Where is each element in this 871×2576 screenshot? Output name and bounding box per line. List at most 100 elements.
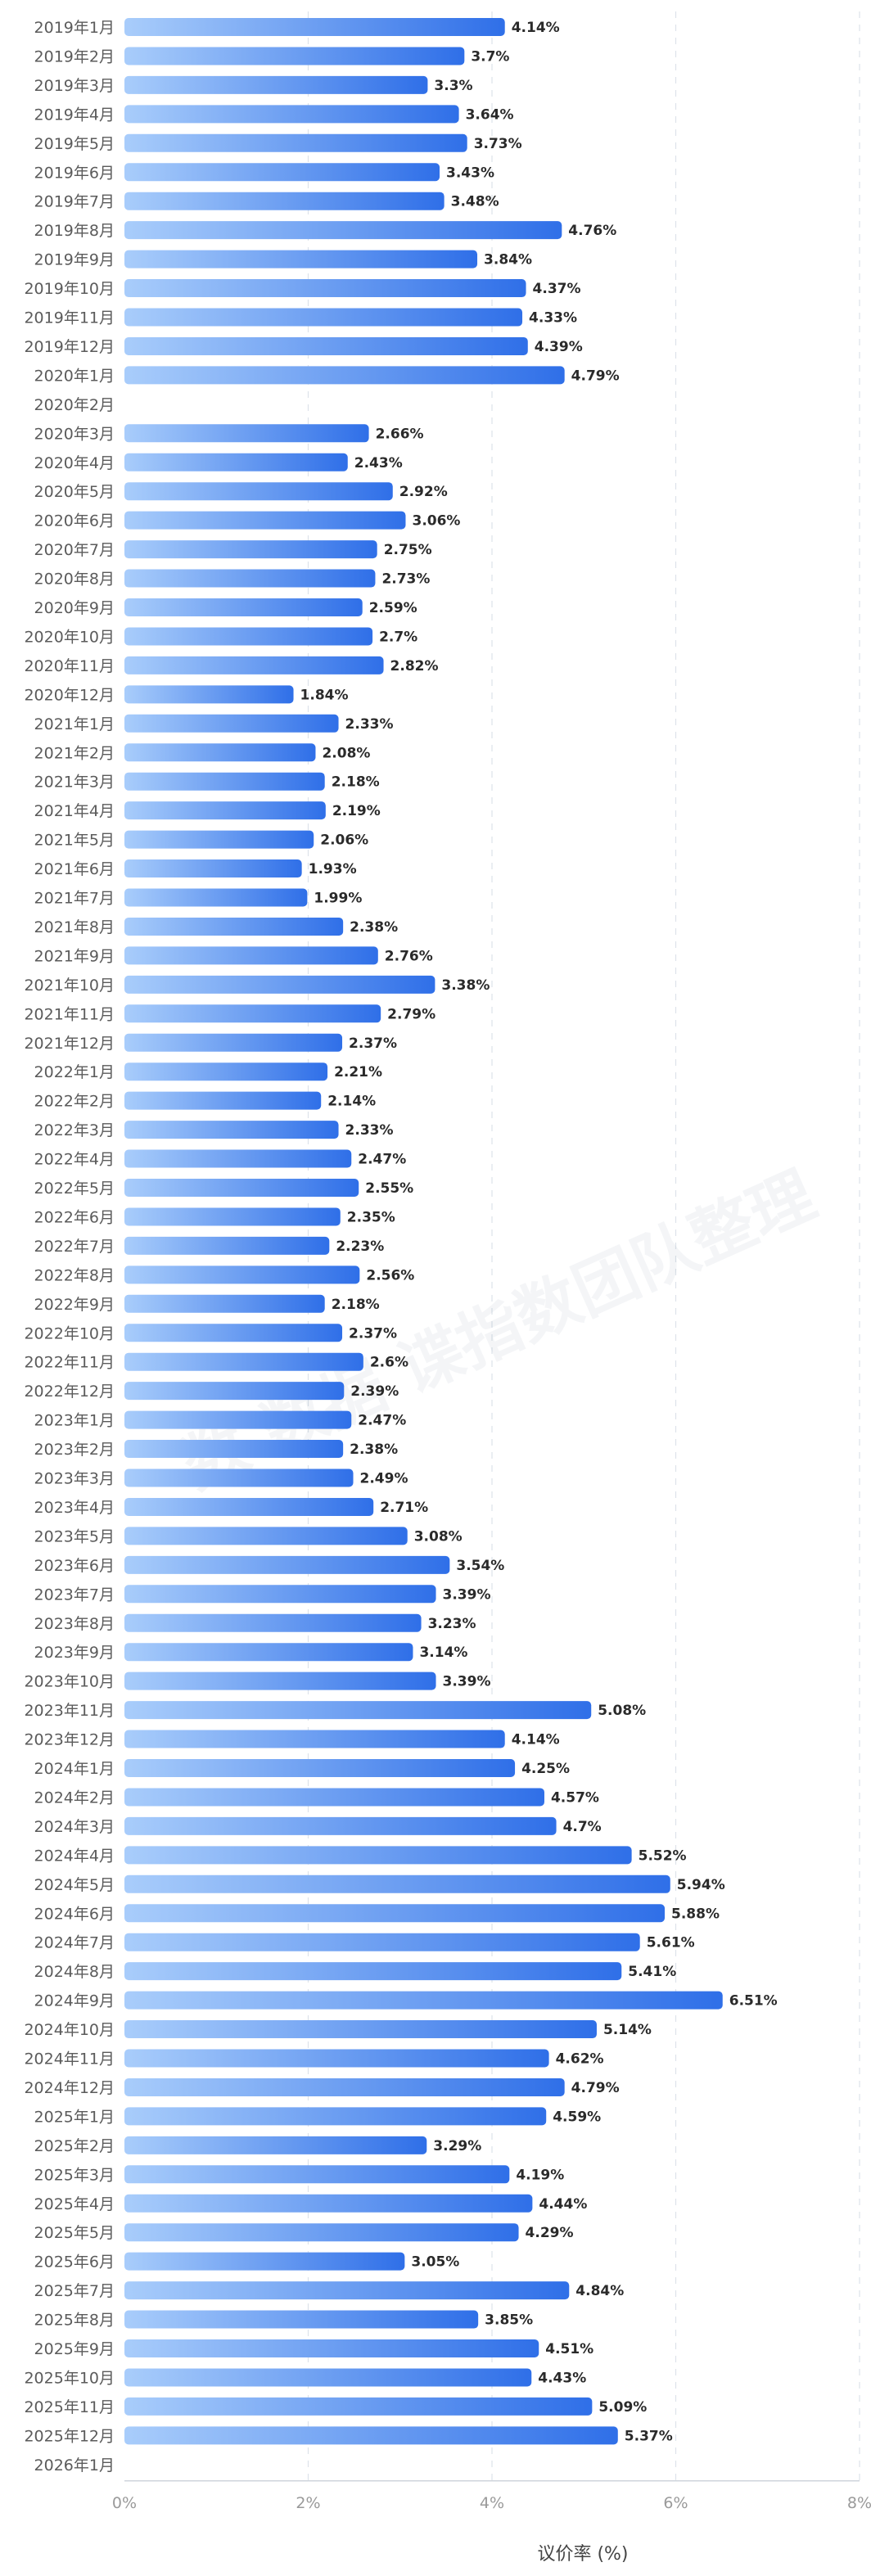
category-label: 2023年6月: [34, 1557, 115, 1575]
category-label: 2021年7月: [34, 890, 115, 908]
bar: [124, 917, 344, 936]
data-label: 2.19%: [332, 803, 381, 819]
category-label: 2024年12月: [24, 2079, 115, 2097]
category-label: 2019年11月: [24, 309, 115, 327]
bars-layer: [124, 18, 723, 2445]
data-label: 5.08%: [598, 1703, 646, 1719]
bar: [124, 1468, 354, 1487]
category-label: 2019年2月: [34, 47, 115, 65]
bar: [124, 1991, 723, 2010]
data-label: 2.76%: [385, 948, 433, 964]
category-label: 2019年10月: [24, 280, 115, 298]
data-label: 3.39%: [443, 1674, 491, 1690]
bar: [124, 2397, 593, 2416]
bar: [124, 1816, 557, 1835]
bar: [124, 133, 467, 152]
data-label: 4.79%: [571, 368, 620, 384]
data-label: 3.43%: [446, 165, 494, 181]
data-label: 1.93%: [309, 861, 357, 877]
data-label: 4.29%: [526, 2225, 574, 2241]
category-label: 2019年1月: [34, 19, 115, 37]
data-label: 3.14%: [419, 1644, 467, 1661]
bar: [124, 279, 526, 298]
category-label: 2024年9月: [34, 1992, 115, 2010]
bar: [124, 2136, 427, 2154]
data-label: 2.06%: [320, 832, 368, 849]
bar: [124, 1121, 339, 1139]
data-label: 2.43%: [354, 455, 403, 471]
bar: [124, 1846, 632, 1865]
data-label: 3.48%: [451, 194, 499, 210]
category-label: 2021年5月: [34, 832, 115, 850]
category-label: 2025年8月: [34, 2312, 115, 2330]
category-label: 2019年8月: [34, 222, 115, 240]
data-label: 2.18%: [332, 774, 380, 791]
bar: [124, 1265, 360, 1284]
bar: [124, 2339, 539, 2357]
data-label: 2.66%: [376, 426, 424, 442]
category-label: 2025年3月: [34, 2166, 115, 2184]
category-label: 2020年3月: [34, 425, 115, 443]
category-label: 2019年7月: [34, 193, 115, 211]
bar: [124, 1701, 592, 1720]
category-label: 2019年12月: [24, 338, 115, 356]
bar: [124, 685, 294, 704]
category-label: 2022年9月: [34, 1296, 115, 1314]
category-label: 2021年3月: [34, 774, 115, 792]
category-label: 2020年4月: [34, 454, 115, 472]
category-label: 2024年4月: [34, 1847, 115, 1865]
category-label: 2022年12月: [24, 1383, 115, 1401]
data-label: 2.21%: [334, 1064, 382, 1080]
bar: [124, 2252, 405, 2271]
bar: [124, 2310, 479, 2329]
category-label: 2024年3月: [34, 1818, 115, 1836]
data-label: 2.75%: [384, 542, 432, 558]
category-label: 2019年3月: [34, 77, 115, 95]
data-label: 3.84%: [484, 252, 532, 268]
bar: [124, 2020, 597, 2039]
category-label: 2021年12月: [24, 1035, 115, 1053]
bar: [124, 2223, 519, 2242]
category-label: 2023年3月: [34, 1470, 115, 1488]
data-label: 2.38%: [350, 919, 398, 936]
data-label: 5.41%: [628, 1964, 676, 1980]
x-tick-label: 6%: [663, 2494, 688, 2512]
data-label: 1.84%: [300, 687, 349, 703]
category-label: 2022年3月: [34, 1121, 115, 1139]
bar: [124, 598, 363, 616]
data-label: 3.29%: [433, 2138, 481, 2154]
category-label: 2023年9月: [34, 1644, 115, 1662]
bar: [124, 1294, 325, 1313]
category-label: 2023年7月: [34, 1586, 115, 1604]
bar: [124, 540, 377, 559]
bar: [124, 482, 393, 501]
data-label: 5.52%: [639, 1847, 687, 1864]
data-label: 5.09%: [598, 2399, 647, 2416]
data-label: 4.19%: [516, 2167, 564, 2183]
bar: [124, 743, 316, 762]
data-label: 1.99%: [314, 891, 362, 907]
bar: [124, 1933, 640, 1951]
data-label: 2.55%: [365, 1180, 413, 1197]
bar: [124, 830, 314, 849]
data-label: 3.23%: [428, 1616, 476, 1632]
bar: [124, 163, 440, 182]
data-label: 3.85%: [485, 2312, 533, 2329]
data-label: 2.33%: [345, 1122, 394, 1139]
category-label: 2025年2月: [34, 2137, 115, 2155]
data-label: 2.47%: [358, 1413, 406, 1429]
category-label: 2022年4月: [34, 1151, 115, 1169]
data-label: 4.79%: [571, 2080, 620, 2096]
category-label: 2021年4月: [34, 802, 115, 820]
category-label: 2020年5月: [34, 483, 115, 501]
data-label: 4.43%: [538, 2370, 586, 2386]
data-label: 5.88%: [671, 1906, 720, 1922]
bar: [124, 1352, 363, 1371]
category-label: 2020年9月: [34, 599, 115, 617]
bar: [124, 1555, 450, 1574]
category-label: 2020年7月: [34, 541, 115, 559]
category-label: 2025年6月: [34, 2253, 115, 2271]
data-label: 2.7%: [379, 629, 417, 645]
x-axis-title: 议价率 (%): [537, 2544, 628, 2565]
category-label: 2019年5月: [34, 135, 115, 153]
